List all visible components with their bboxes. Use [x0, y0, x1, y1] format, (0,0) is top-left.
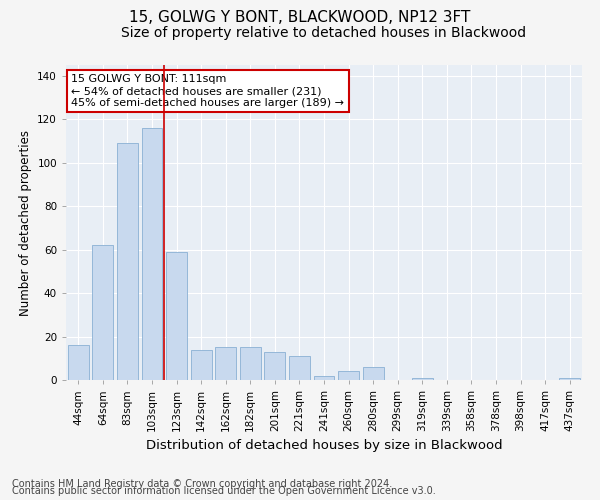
Bar — [240, 348, 261, 380]
Y-axis label: Number of detached properties: Number of detached properties — [19, 130, 32, 316]
Bar — [68, 345, 89, 380]
Bar — [117, 143, 138, 380]
X-axis label: Distribution of detached houses by size in Blackwood: Distribution of detached houses by size … — [146, 440, 502, 452]
Text: 15, GOLWG Y BONT, BLACKWOOD, NP12 3FT: 15, GOLWG Y BONT, BLACKWOOD, NP12 3FT — [130, 10, 470, 25]
Bar — [166, 252, 187, 380]
Title: Size of property relative to detached houses in Blackwood: Size of property relative to detached ho… — [121, 26, 527, 40]
Bar — [142, 128, 163, 380]
Text: Contains HM Land Registry data © Crown copyright and database right 2024.: Contains HM Land Registry data © Crown c… — [12, 479, 392, 489]
Text: 15 GOLWG Y BONT: 111sqm
← 54% of detached houses are smaller (231)
45% of semi-d: 15 GOLWG Y BONT: 111sqm ← 54% of detache… — [71, 74, 344, 108]
Bar — [191, 350, 212, 380]
Bar — [314, 376, 334, 380]
Bar — [289, 356, 310, 380]
Bar — [338, 372, 359, 380]
Bar — [265, 352, 286, 380]
Bar — [412, 378, 433, 380]
Text: Contains public sector information licensed under the Open Government Licence v3: Contains public sector information licen… — [12, 486, 436, 496]
Bar — [215, 348, 236, 380]
Bar — [92, 246, 113, 380]
Bar — [559, 378, 580, 380]
Bar — [362, 367, 383, 380]
